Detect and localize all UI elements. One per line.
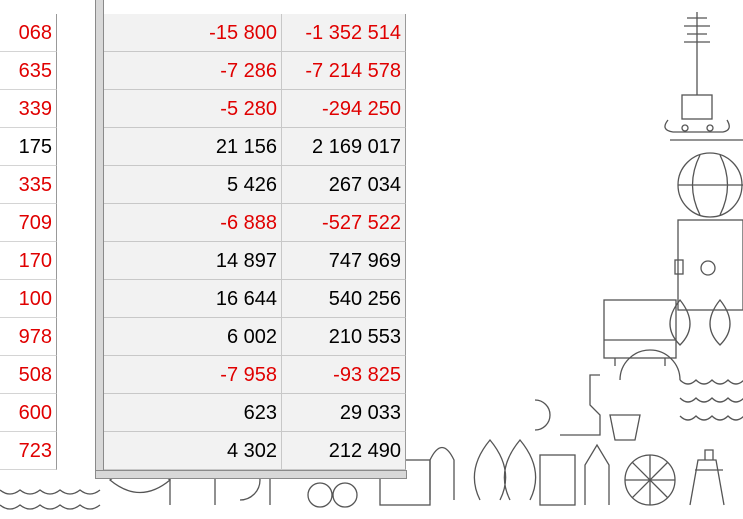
cell[interactable]: 540 256 [282,280,406,318]
cell-partial[interactable]: 175 [0,128,57,166]
cell-partial[interactable]: 508 [0,356,57,394]
cell[interactable]: 5 426 [104,166,282,204]
cell-partial[interactable]: 709 [0,204,57,242]
cell[interactable]: 6 002 [104,318,282,356]
cell-partial[interactable]: 170 [0,242,57,280]
cell[interactable]: 2 169 017 [282,128,406,166]
cell[interactable]: -93 825 [282,356,406,394]
cell[interactable]: 21 156 [104,128,282,166]
cell[interactable]: -527 522 [282,204,406,242]
window-border [95,0,104,470]
cell[interactable]: 623 [104,394,282,432]
cell[interactable]: 212 490 [282,432,406,470]
cell-partial[interactable]: 635 [0,52,57,90]
cell-partial[interactable]: 100 [0,280,57,318]
cell[interactable]: 267 034 [282,166,406,204]
cell-partial[interactable]: 339 [0,90,57,128]
cell[interactable]: 29 033 [282,394,406,432]
cell[interactable]: -294 250 [282,90,406,128]
cell[interactable]: 14 897 [104,242,282,280]
cell-partial[interactable]: 723 [0,432,57,470]
cell[interactable]: 16 644 [104,280,282,318]
cell[interactable]: -7 214 578 [282,52,406,90]
cell[interactable]: -1 352 514 [282,14,406,52]
cell-partial[interactable]: 978 [0,318,57,356]
cell[interactable]: -5 280 [104,90,282,128]
cell-partial[interactable]: 068 [0,14,57,52]
cell[interactable]: -15 800 [104,14,282,52]
cell[interactable]: -7 958 [104,356,282,394]
cell[interactable]: -6 888 [104,204,282,242]
cell[interactable]: -7 286 [104,52,282,90]
cell[interactable]: 747 969 [282,242,406,280]
cell-partial[interactable]: 335 [0,166,57,204]
spreadsheet-view: 068 -15 800-1 352 514 635 -7 286-7 214 578 3… [0,0,743,519]
window-border [95,470,407,479]
cell[interactable]: 4 302 [104,432,282,470]
cell-partial[interactable]: 600 [0,394,57,432]
cell[interactable]: 210 553 [282,318,406,356]
